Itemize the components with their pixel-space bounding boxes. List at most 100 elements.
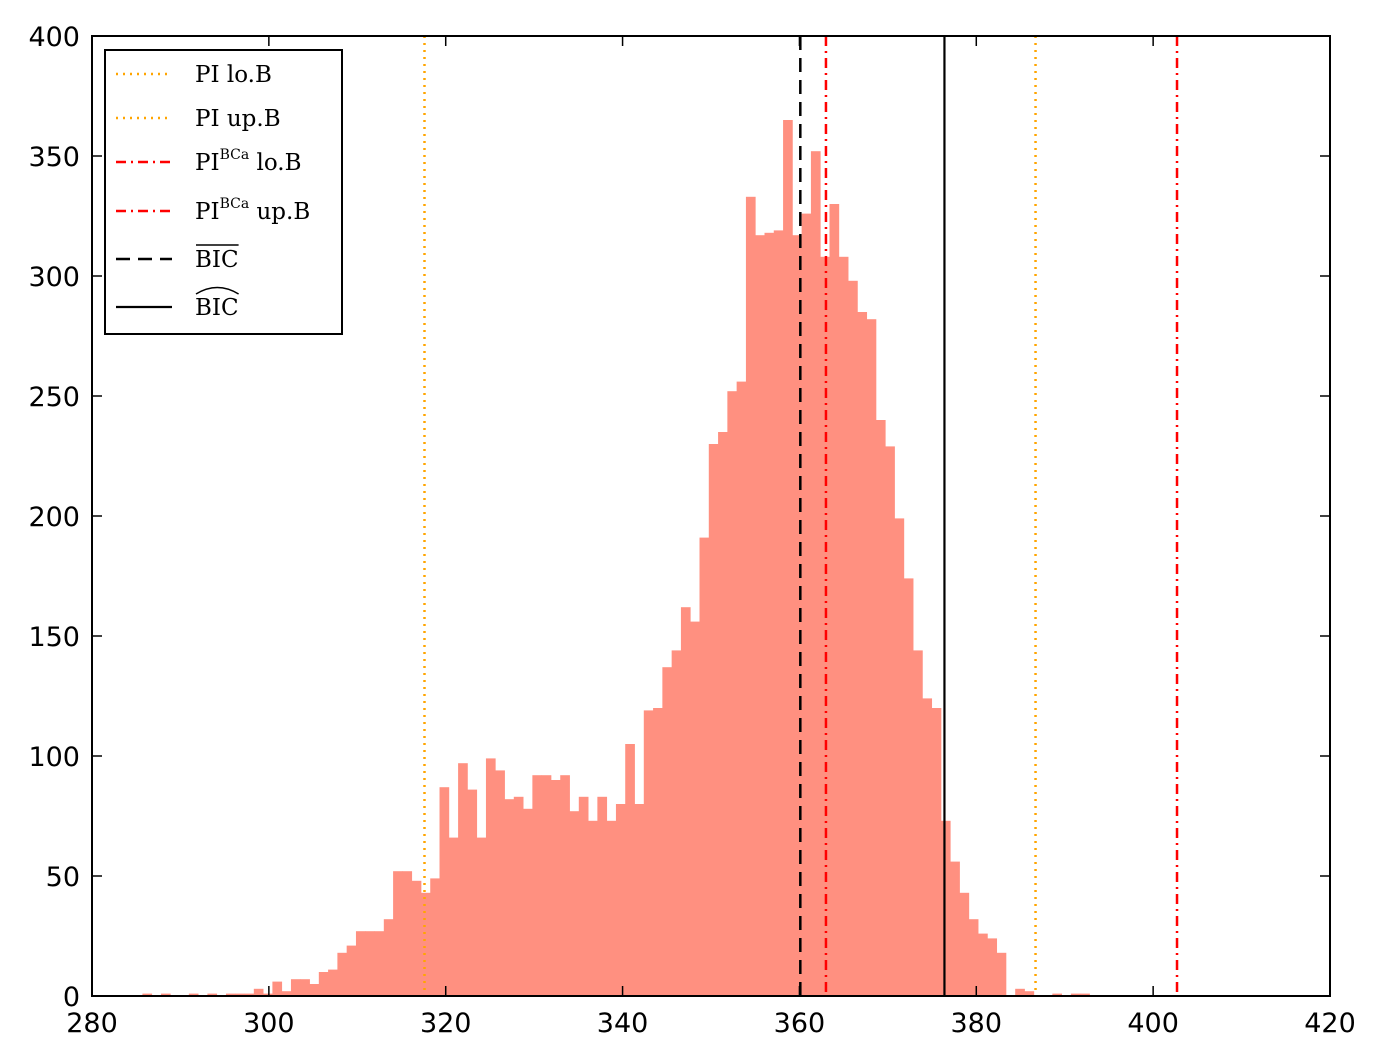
histogram-bar <box>913 650 923 996</box>
histogram-bar <box>848 280 858 996</box>
histogram-bar <box>820 256 830 996</box>
histogram-bar <box>318 972 329 996</box>
histogram-bar <box>894 518 905 996</box>
histogram-bar <box>838 256 849 996</box>
histogram-bar <box>550 780 561 996</box>
histogram-bar <box>513 796 524 996</box>
histogram-bar <box>235 993 245 996</box>
x-tick-label: 320 <box>420 1008 472 1039</box>
y-tick-label: 350 <box>28 142 80 173</box>
histogram-bar <box>1024 991 1035 996</box>
legend-label-bic_bar: BIC <box>195 247 239 273</box>
histogram-bar <box>160 993 171 996</box>
histogram-bar <box>1052 993 1063 996</box>
histogram-bar <box>922 698 933 996</box>
x-tick-label: 360 <box>774 1008 826 1039</box>
histogram-bar <box>263 993 273 996</box>
histogram-bar <box>346 945 357 996</box>
x-tick-label: 340 <box>597 1008 649 1039</box>
histogram-bar <box>727 391 738 996</box>
legend-label-pi_up: PI up.B <box>195 106 281 132</box>
histogram-bar <box>253 988 264 996</box>
histogram-bar <box>745 196 756 997</box>
histogram-bar <box>290 979 301 996</box>
histogram-bar <box>430 878 440 996</box>
y-tick-label: 100 <box>28 742 80 773</box>
legend-box <box>104 49 343 335</box>
histogram-bar <box>950 861 960 996</box>
x-tick-label: 420 <box>1304 1008 1356 1039</box>
histogram-bar <box>300 979 310 996</box>
histogram-bar <box>244 993 255 996</box>
histogram-bar <box>355 931 366 996</box>
histogram-bar <box>448 837 459 996</box>
plot-frame <box>91 35 1331 997</box>
tick-labels: 280 300 320 340 360 380 400 420 0 50 100 150 200 250 3… <box>28 22 1355 1039</box>
histogram-bar <box>866 319 877 996</box>
histogram-bar <box>523 808 533 996</box>
x-tick-label: 300 <box>243 1008 295 1039</box>
legend-label-pi_lo: PI lo.B <box>195 62 272 88</box>
histogram-bar <box>420 892 431 996</box>
histogram-bar <box>987 938 998 996</box>
histogram-bar <box>662 667 673 996</box>
y-tick-label: 150 <box>28 622 80 653</box>
histogram-bar <box>272 981 283 996</box>
histogram-bar <box>411 880 422 996</box>
histogram-bar <box>569 811 580 996</box>
histogram-bar <box>476 837 487 996</box>
histogram-bar <box>625 744 635 996</box>
histogram-bar <box>439 787 450 996</box>
histogram-bar <box>615 804 626 996</box>
histogram-bar <box>690 621 700 996</box>
histogram-bars <box>142 120 1090 997</box>
y-tick-label: 0 <box>63 982 80 1013</box>
histogram-bar <box>978 933 988 996</box>
histogram-bar <box>1015 988 1025 996</box>
histogram-bar <box>801 213 812 997</box>
histogram-bar <box>142 993 153 996</box>
histogram-bar <box>328 969 338 996</box>
histogram-bar <box>996 952 1007 996</box>
histogram-bar <box>541 775 552 996</box>
histogram-bar <box>903 578 914 996</box>
histogram-bar <box>495 770 505 996</box>
histogram-bar <box>504 799 515 996</box>
histogram-bar <box>402 871 413 996</box>
histogram-bar <box>1080 993 1090 996</box>
histogram-bar <box>597 796 608 996</box>
histogram-bar <box>560 775 570 996</box>
histogram-bar <box>606 820 617 996</box>
histogram-bar <box>680 607 691 996</box>
histogram-bar <box>783 120 793 996</box>
histogram-bar <box>588 820 598 996</box>
y-tick-label: 250 <box>28 382 80 413</box>
histogram-bar <box>857 312 868 996</box>
histogram-bar <box>634 804 645 996</box>
histogram-bar <box>1070 993 1081 996</box>
y-tick-label: 50 <box>46 862 80 893</box>
legend: PI lo.B PI up.B PIBCa lo.B PIBCa up.B BIC BIC <box>104 49 343 335</box>
legend-label-bca_lo: PIBCa lo.B <box>195 147 302 176</box>
histogram-bar <box>532 775 543 996</box>
x-tick-label: 400 <box>1127 1008 1179 1039</box>
histogram-bar <box>699 537 710 996</box>
histogram-bar <box>383 919 394 996</box>
y-tick-label: 300 <box>28 262 80 293</box>
legend-hat <box>195 286 239 295</box>
histogram-bar <box>393 871 403 996</box>
histogram-bar <box>792 235 803 996</box>
histogram-bar <box>708 444 719 996</box>
histogram-bar <box>578 796 589 996</box>
histogram-bar <box>643 710 654 996</box>
histogram-bar <box>829 204 840 996</box>
histogram-bar <box>365 931 375 996</box>
histogram-bar <box>968 919 979 996</box>
histogram-bar <box>671 650 682 996</box>
histogram-bar <box>207 993 218 996</box>
legend-label-bca_up: PIBCa up.B <box>195 196 310 225</box>
histogram-bar <box>959 892 970 996</box>
y-tick-label: 400 <box>28 22 80 53</box>
histogram-bar <box>810 151 821 996</box>
